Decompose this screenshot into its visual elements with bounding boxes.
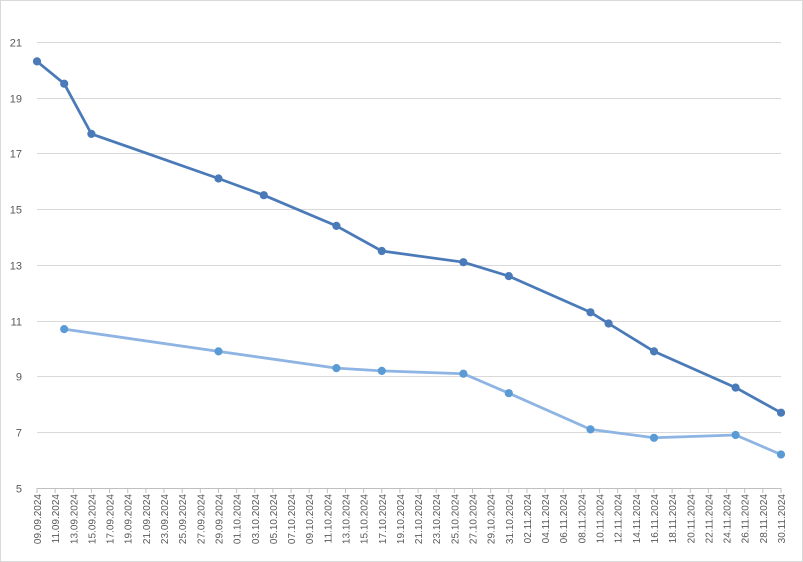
x-tick-label: 18.11.2024: [668, 494, 679, 544]
data-point-series-1: [459, 258, 468, 267]
x-tick-label: 10.11.2024: [596, 494, 607, 544]
x-tick-label: 09.10.2024: [305, 494, 316, 544]
x-tick-label: 04.11.2024: [541, 494, 552, 544]
data-point-series-1: [586, 308, 595, 317]
x-tick-label: 21.09.2024: [142, 494, 153, 544]
x-tick-label: 22.11.2024: [704, 494, 715, 544]
data-point-series-1: [731, 383, 740, 392]
data-point-series-2: [586, 425, 595, 434]
x-tick-label: 06.11.2024: [559, 494, 570, 544]
data-point-series-1: [32, 57, 42, 66]
y-tick-label: 9: [16, 372, 22, 384]
x-tick-label: 21.10.2024: [414, 494, 425, 544]
x-tick-label: 24.11.2024: [723, 494, 734, 544]
y-tick-label: 15: [10, 205, 22, 217]
x-tick-label: 29.09.2024: [214, 494, 225, 544]
x-tick-label: 15.09.2024: [87, 494, 98, 544]
data-point-series-2: [377, 366, 386, 375]
y-axis: 5 7 9 11 13 15 17 19 21: [10, 38, 22, 496]
data-point-series-2: [214, 347, 223, 356]
series-line-1: [35, 60, 783, 415]
data-point-series-1: [60, 79, 69, 88]
x-tick-label: 13.09.2024: [69, 494, 80, 544]
x-tick-label: 20.11.2024: [686, 494, 697, 544]
data-point-series-2: [332, 364, 341, 373]
series-line-2: [62, 327, 783, 456]
data-point-series-1: [259, 191, 268, 200]
data-point-series-2: [649, 433, 659, 442]
gridlines: [37, 42, 781, 489]
data-point-series-2: [60, 325, 69, 334]
data-point-series-1: [377, 246, 386, 256]
x-tick-label: 09.09.2024: [33, 494, 44, 544]
data-point-series-1: [649, 347, 659, 356]
data-point-series-1: [87, 129, 96, 138]
x-tick-label: 25.10.2024: [450, 494, 461, 544]
y-tick-label: 17: [10, 149, 22, 161]
x-tick-label: 14.11.2024: [632, 494, 643, 544]
x-tick-label: 30.11.2024: [777, 494, 788, 544]
x-tick-label: 05.10.2024: [269, 494, 280, 544]
x-tick-label: 17.10.2024: [378, 494, 389, 544]
x-tick-label: 19.10.2024: [396, 494, 407, 544]
data-point-series-2: [776, 450, 786, 459]
data-point-series-2: [731, 430, 740, 440]
x-tick-label: 07.10.2024: [287, 494, 298, 544]
series-group: [32, 57, 786, 459]
x-tick-label: 08.11.2024: [577, 494, 588, 544]
x-tick-label: 31.10.2024: [505, 494, 516, 544]
data-point-series-1: [504, 272, 513, 281]
y-tick-label: 11: [11, 317, 22, 329]
data-point-series-1: [332, 221, 341, 230]
data-point-series-1: [604, 319, 613, 328]
data-point-series-1: [214, 174, 223, 183]
x-tick-label: 28.11.2024: [759, 494, 770, 544]
y-tick-label: 5: [16, 484, 22, 496]
x-tick-label: 29.10.2024: [487, 494, 498, 544]
x-tick-label: 02.11.2024: [523, 494, 534, 544]
x-tick-label: 12.11.2024: [614, 494, 625, 544]
x-tick-label: 23.09.2024: [160, 494, 171, 544]
x-axis: 09.09.2024 11.09.2024 13.09.2024 15.09.2024…: [33, 488, 788, 544]
x-tick-label: 26.11.2024: [741, 494, 752, 544]
x-tick-label: 01.10.2024: [233, 494, 244, 544]
y-tick-label: 19: [10, 94, 22, 106]
x-tick-label: 27.10.2024: [469, 494, 480, 544]
x-tick-label: 27.09.2024: [196, 494, 207, 544]
x-tick-label: 15.10.2024: [360, 494, 371, 544]
data-point-series-2: [459, 369, 468, 378]
data-point-series-2: [504, 389, 513, 398]
x-tick-label: 16.11.2024: [650, 494, 661, 544]
x-tick-label: 25.09.2024: [178, 494, 189, 544]
x-tick-label: 11.09.2024: [51, 494, 62, 544]
x-tick-label: 11.10.2024: [323, 494, 334, 544]
x-tick-label: 13.10.2024: [341, 494, 352, 544]
x-tick-label: 19.09.2024: [124, 494, 135, 544]
y-tick-label: 13: [10, 261, 22, 273]
x-tick-label: 17.09.2024: [106, 494, 117, 544]
y-tick-label: 7: [16, 428, 22, 440]
x-tick-label: 03.10.2024: [251, 494, 262, 544]
x-tick-label: 23.10.2024: [432, 494, 443, 544]
data-point-series-1: [776, 408, 786, 417]
y-tick-label: 21: [10, 38, 22, 50]
